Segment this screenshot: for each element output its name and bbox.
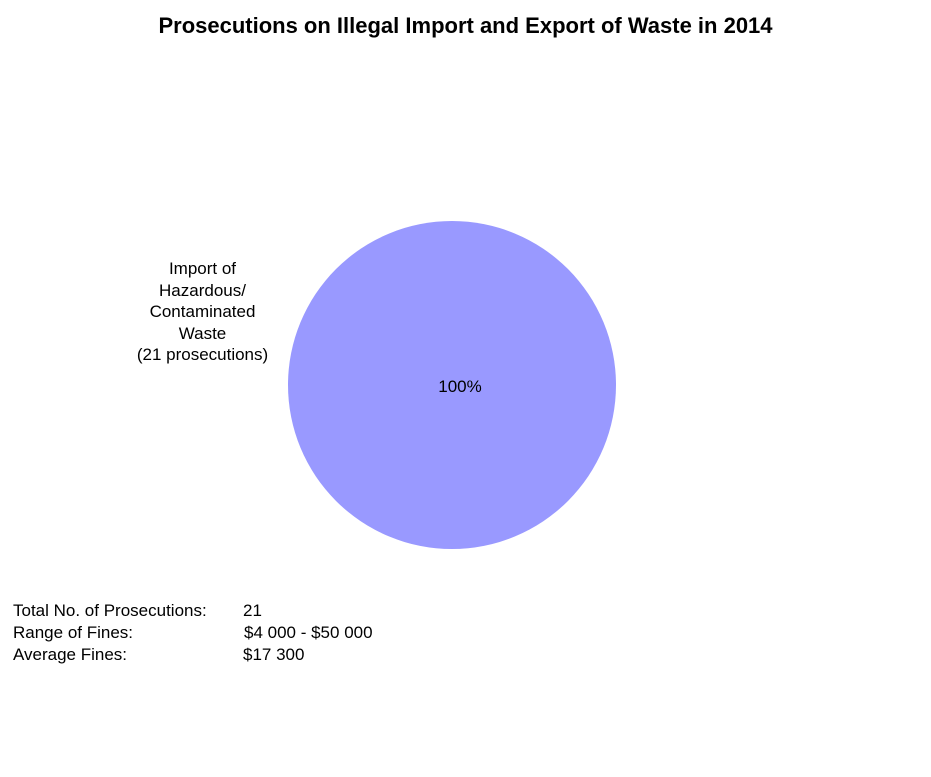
percent-label: 100% (438, 377, 482, 396)
stat-total-value: 21 (243, 601, 262, 620)
slice-label-line: Contaminated (149, 302, 256, 321)
stat-avg-label: Average Fines: (13, 645, 128, 664)
slice-label: Import of Hazardous/ Contaminated Waste … (120, 258, 285, 366)
slice-label-line: Hazardous/ (159, 280, 246, 300)
pie-slice-import-hazardous-waste (288, 221, 616, 549)
stat-avg-value: $17 300 (243, 645, 305, 664)
slice-label-line: Waste (178, 323, 227, 343)
stat-range-label: Range of Fines: (13, 623, 134, 642)
slice-label-line: (21 prosecutions) (136, 345, 269, 364)
chart-title: Prosecutions on Illegal Import and Expor… (158, 13, 773, 38)
stat-range-value: $4 000 - $50 000 (244, 623, 373, 642)
slice-label-line: Import of (168, 259, 237, 278)
stat-total-label: Total No. of Prosecutions: (13, 601, 207, 620)
